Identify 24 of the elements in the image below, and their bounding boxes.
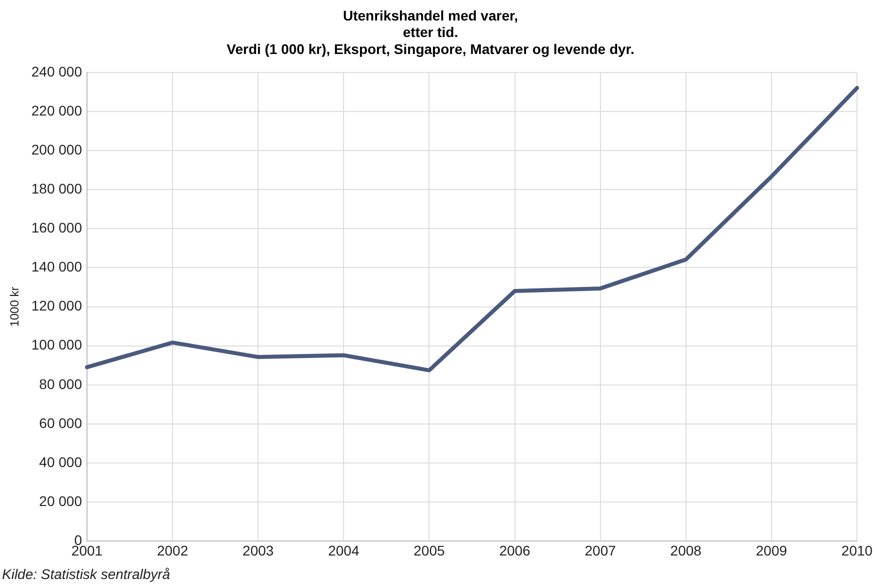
y-axis-title: 1000 kr [8, 286, 22, 327]
x-tick-label: 2002 [156, 542, 188, 558]
x-tick-label: 2004 [328, 542, 360, 558]
x-tick-label: 2007 [584, 542, 616, 558]
chart-title: Utenrikshandel med varer, etter tid. Verdi (1 000 kr), Eksport, Singapore, Matvarer og levende dyr. [226, 7, 634, 57]
y-tick-label: 80 000 [39, 376, 82, 392]
y-tick-label: 40 000 [39, 454, 82, 470]
y-tick-label: 200 000 [31, 141, 82, 158]
y-tick-label: 20 000 [39, 492, 82, 509]
y-tick-label: 140 000 [31, 258, 82, 275]
y-tick-label: 180 000 [31, 180, 82, 196]
y-tick-label: 160 000 [31, 220, 82, 236]
y-tick-label: 120 000 [31, 298, 82, 314]
x-tick-label: 2008 [670, 542, 702, 558]
x-tick-label: 2005 [414, 542, 446, 558]
y-tick-label: 220 000 [31, 102, 82, 118]
x-tick-label: 2006 [499, 542, 531, 558]
y-tick-label: 240 000 [31, 63, 82, 80]
y-tick-label: 100 000 [31, 336, 82, 353]
x-tick-label: 2010 [841, 542, 873, 558]
x-tick-label: 2009 [756, 542, 788, 558]
text: Kilde: Statistisk sentralbyrå [2, 566, 170, 582]
x-tick-label: 2003 [242, 542, 274, 558]
y-tick-label: 60 000 [39, 414, 82, 431]
